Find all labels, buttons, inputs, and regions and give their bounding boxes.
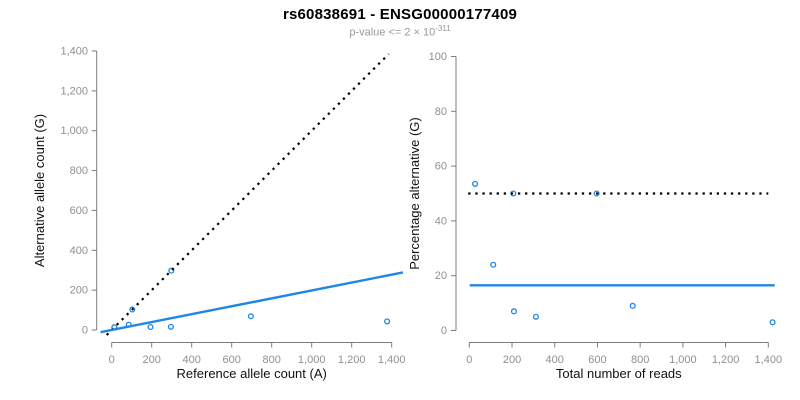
allele-counts-scatter-y-tick-label: 1,400 [60, 46, 88, 58]
allele-counts-scatter-y-axis-title: Alternative allele count (G) [32, 114, 47, 267]
allele-counts-scatter-y-tick-label: 600 [70, 205, 88, 217]
allele-counts-scatter-data-point [167, 323, 174, 330]
percentage-alternative-scatter-x-tick-label: 200 [503, 354, 521, 366]
allele-counts-scatter-x-tick-label: 400 [183, 354, 201, 366]
allele-counts-scatter-y-tick-label: 1,200 [60, 85, 88, 97]
percentage-alternative-scatter-y-tick-label: 60 [435, 161, 447, 173]
allele-counts-scatter-data-point [168, 267, 175, 274]
figure-title: rs60838691 - ENSG00000177409 [282, 6, 518, 23]
percentage-alternative-scatter-x-tick-label: 1,200 [712, 354, 740, 366]
pvalue-text: p-value <= 2 × 10 [349, 26, 436, 39]
percentage-alternative-scatter-y-tick-label: 20 [435, 270, 447, 282]
identity-line [105, 53, 390, 336]
allele-counts-scatter-data-point [247, 313, 254, 320]
allele-counts-scatter-data-point [384, 318, 391, 325]
percentage-alternative-scatter-x-tick-label: 0 [466, 354, 472, 366]
percentage-alternative-scatter-data-point [472, 180, 479, 187]
allele-counts-scatter-y-tick-label: 0 [82, 325, 88, 337]
percentage-alternative-scatter-data-point [629, 302, 636, 309]
percentage-alternative-scatter-x-tick-label: 800 [631, 354, 649, 366]
percentage-alternative-scatter-x-tick-label: 600 [588, 354, 606, 366]
percentage-alternative-scatter-data-point [769, 319, 776, 326]
percentage-alternative-scatter-y-tick-label: 100 [429, 51, 447, 63]
allele-counts-scatter-x-tick-label: 1,000 [298, 354, 326, 366]
allele-counts-scatter-x-axis-title: Reference allele count (A) [177, 366, 327, 381]
figure-subtitle: p-value <= 2 × 10-311 [0, 24, 800, 39]
allele-counts-scatter-x-tick-label: 1,400 [378, 354, 406, 366]
percentage-alternative-scatter-x-tick-label: 1,000 [669, 354, 697, 366]
percentage-alternative-scatter-y-tick-label: 80 [435, 106, 447, 118]
allele-counts-scatter-data-point [129, 306, 136, 313]
percentage-alternative-scatter-x-tick-label: 1,400 [755, 354, 783, 366]
allele-counts-scatter-y-tick-label: 800 [70, 165, 88, 177]
percentage-alternative-scatter-y-tick-label: 40 [435, 215, 447, 227]
allele-counts-scatter-y-tick-label: 400 [70, 245, 88, 257]
allele-counts-scatter-x-tick-label: 600 [223, 354, 241, 366]
pvalue-exponent: -311 [435, 24, 451, 33]
percentage-alternative-scatter-y-axis-title: Percentage alternative (G) [407, 117, 422, 269]
percentage-alternative-scatter-data-point [532, 313, 539, 320]
percentage-alternative-scatter-data-point [593, 190, 600, 197]
percentage-alternative-scatter-x-tick-label: 400 [546, 354, 564, 366]
allele-counts-scatter-y-tick-label: 1,000 [60, 125, 88, 137]
allele-counts-scatter-x-tick-label: 200 [143, 354, 161, 366]
fitted-proportion-line [100, 271, 404, 334]
percentage-alternative-scatter-data-point [510, 308, 517, 315]
allele-counts-scatter-x-tick-label: 0 [109, 354, 115, 366]
percentage-alternative-scatter-y-tick-label: 0 [441, 325, 447, 337]
allele-counts-scatter-x-tick-label: 800 [263, 354, 281, 366]
allele-counts-scatter-data-point [147, 323, 154, 331]
allele-counts-scatter-y-tick-label: 200 [70, 285, 88, 297]
allele-counts-scatter-x-tick-label: 1,200 [338, 354, 366, 366]
percentage-alternative-scatter-data-point [490, 261, 497, 268]
percentage-alternative-scatter-x-axis-title: Total number of reads [556, 366, 682, 381]
